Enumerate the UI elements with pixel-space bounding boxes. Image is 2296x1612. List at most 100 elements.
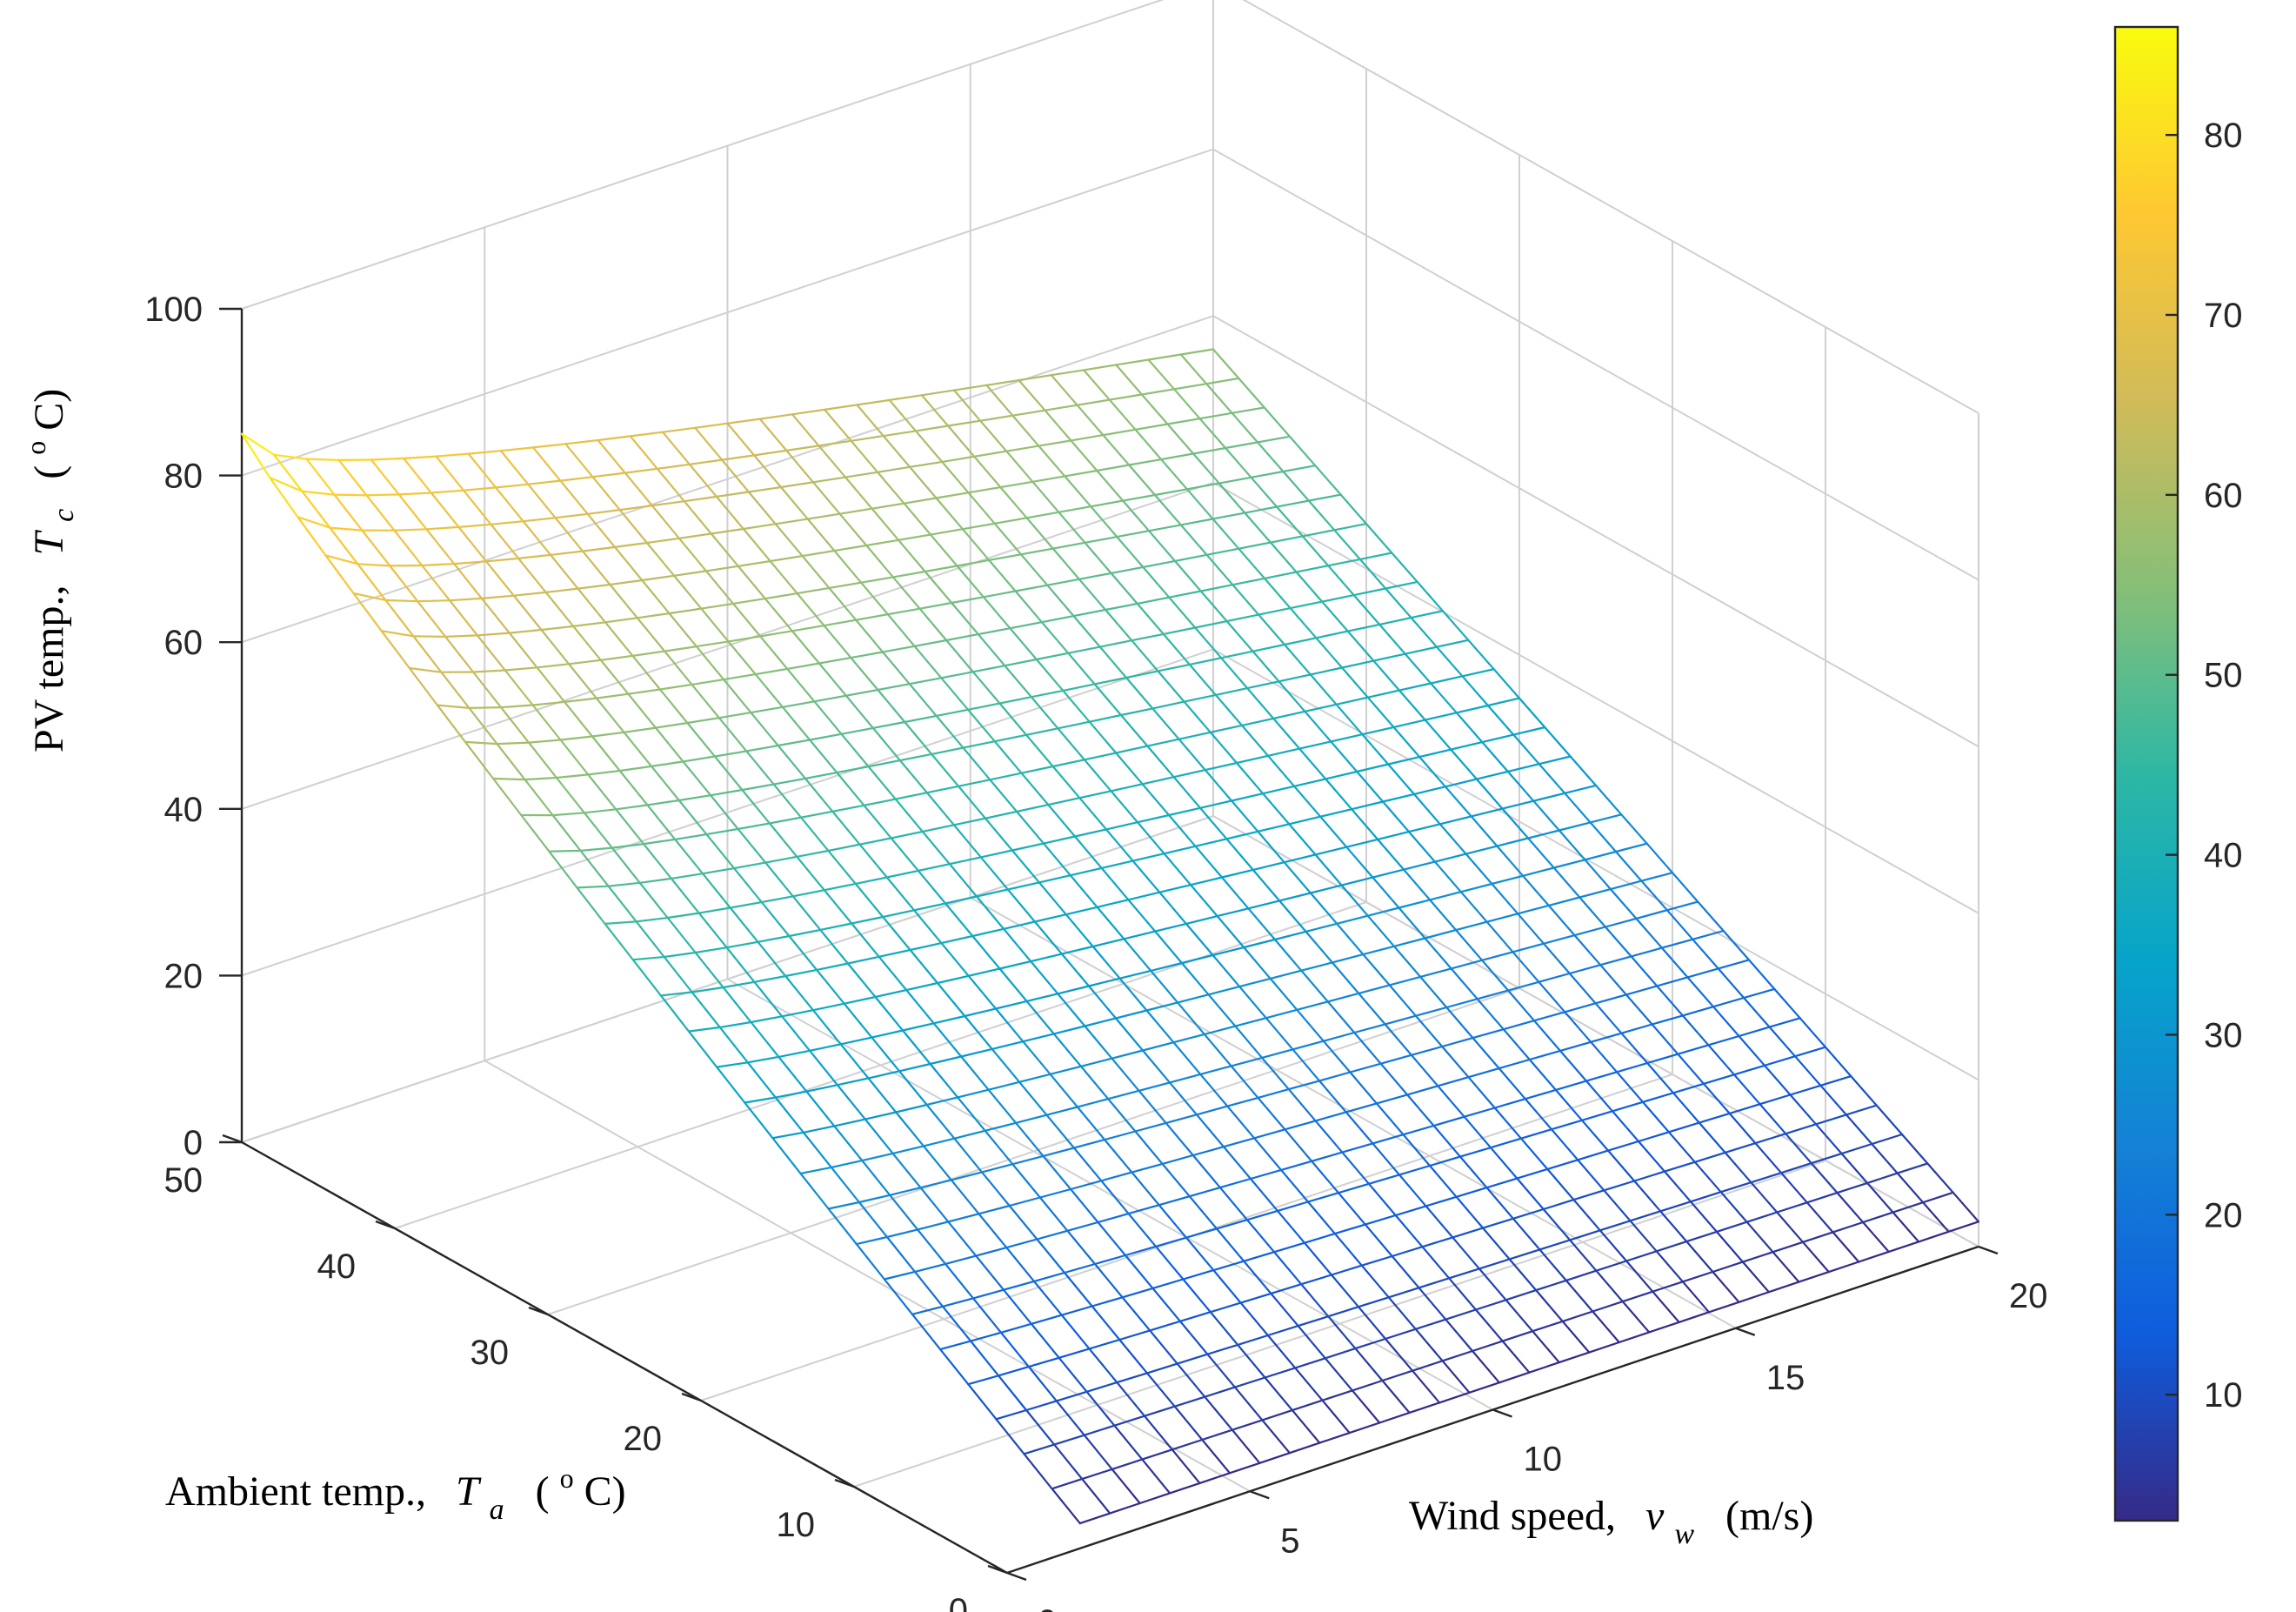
mesh-line-wind [1176,1001,1206,1036]
mesh-line-wind [1824,1046,1852,1078]
mesh-line-ambient [823,882,857,892]
mesh-line-ambient [1637,1131,1671,1143]
mesh-line-wind [1218,482,1246,514]
mesh-line-wind [444,635,475,673]
mesh-line-ambient [1501,1330,1534,1342]
mesh-line-wind [638,881,669,920]
mesh-line-ambient [421,562,456,567]
mesh-line-ambient [1168,1482,1201,1495]
mesh-line-ambient [1372,1134,1405,1145]
mesh-line-ambient [819,922,853,932]
mesh-line-wind [1900,1133,1929,1165]
mesh-line-wind [750,711,779,747]
mesh-line-ambient [527,739,562,744]
mesh-line-wind [1226,1105,1256,1140]
mesh-line-ambient [1154,922,1188,933]
gridline-floor-wind [484,1060,1251,1493]
mesh-line-ambient [811,476,847,484]
mesh-line-wind [1253,1137,1283,1172]
mesh-line-wind [1235,761,1265,795]
mesh-line-ambient [1088,1338,1121,1350]
mesh-line-wind [1141,1049,1171,1084]
mesh-line-ambient [1604,917,1638,928]
mesh-line-ambient [1428,1155,1462,1167]
mesh-line-wind [727,640,757,676]
mesh-line-wind [1230,1065,1259,1100]
mesh-line-ambient [1240,717,1275,727]
mesh-line-ambient [1618,1331,1651,1344]
mesh-line-ambient [1127,1204,1160,1215]
mesh-line-wind [1326,1000,1356,1034]
mesh-line-ambient [604,617,638,624]
mesh-line-ambient [1151,1278,1185,1290]
mesh-line-wind [855,1242,886,1281]
mesh-line-wind [1234,1025,1264,1060]
mesh-line-ambient [925,785,960,794]
mesh-line-wind [818,662,848,697]
mesh-line-wind [1084,1025,1113,1060]
mesh-line-ambient [827,1201,861,1210]
mesh-line-wind [1142,565,1171,599]
mesh-line-wind [440,671,471,710]
mesh-line-wind [1214,693,1244,727]
mesh-line-wind [651,505,681,539]
mesh-line-wind [1297,1324,1326,1360]
mesh-line-wind [1256,441,1285,473]
mesh-line-ambient [1109,1502,1141,1515]
mesh-line-ambient [964,1007,998,1018]
mesh-line-wind [1046,584,1075,618]
mesh-line-wind [768,822,798,858]
mesh-line-wind [908,683,938,718]
mesh-line-ambient [1244,505,1278,514]
mesh-line-ambient [1167,806,1202,817]
mesh-line-ambient [1532,792,1566,802]
mesh-line-wind [871,726,902,762]
mesh-line-ambient [1441,1036,1474,1048]
mesh-line-ambient [1552,859,1586,869]
mesh-line-wind [975,1254,1005,1291]
mesh-line-wind [1584,859,1612,891]
mesh-line-ambient [468,706,503,710]
mesh-line-ambient [480,594,515,600]
mesh-line-ambient [1496,837,1530,847]
mesh-line-wind [1251,650,1280,683]
mesh-line-ambient [909,941,943,952]
mesh-line-ambient [1712,1261,1745,1274]
mesh-line-ambient [1239,1292,1272,1304]
mesh-line-wind [384,599,415,638]
mesh-line-ambient [774,518,809,525]
mesh-line-ambient [666,912,700,920]
mesh-line-ambient [1315,630,1349,639]
mesh-line-ambient [726,418,761,425]
mesh-line-wind [1314,1120,1344,1154]
mesh-line-ambient [1049,1065,1083,1075]
mesh-line-wind [1122,499,1151,532]
mesh-line-ambient [494,483,530,489]
mesh-line-ambient [1489,1137,1523,1149]
mesh-line-ambient [1728,1103,1761,1115]
mesh-line-ambient [1288,1441,1321,1455]
mesh-line-ambient [1020,765,1054,774]
mesh-line-wind [1263,406,1292,438]
mesh-line-ambient [1388,975,1422,987]
mesh-line-wind [1640,880,1669,912]
mesh-line-wind [1615,1071,1645,1103]
mesh-line-ambient [1360,1254,1393,1267]
mesh-line-ambient [971,665,1006,673]
mesh-line-ambient [1589,813,1623,824]
mesh-line-wind [1810,1161,1839,1194]
mesh-line-ambient [1485,1177,1518,1189]
mesh-line-ambient [1211,512,1246,520]
mesh-line-wind [645,541,676,577]
mesh-line-ambient [1414,1318,1447,1330]
mesh-line-wind [871,507,900,541]
mesh-line-ambient [646,799,680,806]
mesh-line-ambient [1398,1164,1432,1176]
mesh-line-wind [935,714,964,749]
mesh-line-wind [1558,829,1586,861]
mesh-line-ambient [1220,868,1254,879]
mesh-line-wind [957,785,987,819]
mesh-line-wind [1388,984,1418,1017]
mesh-line-wind [929,1062,959,1099]
mesh-line-wind [746,1061,777,1099]
